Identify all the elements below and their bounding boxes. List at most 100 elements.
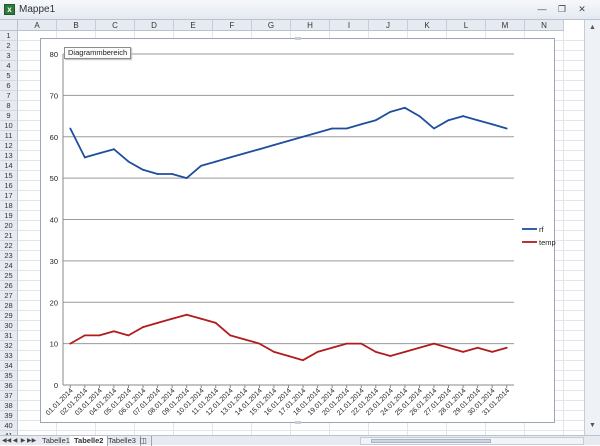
- row-header-28[interactable]: 28: [0, 301, 18, 311]
- data-point-rf: [127, 160, 130, 163]
- row-header-23[interactable]: 23: [0, 251, 18, 261]
- row-header-29[interactable]: 29: [0, 311, 18, 321]
- row-header-31[interactable]: 31: [0, 331, 18, 341]
- row-header-30[interactable]: 30: [0, 321, 18, 331]
- row-header-18[interactable]: 18: [0, 201, 18, 211]
- row-header-39[interactable]: 39: [0, 411, 18, 421]
- scroll-up-icon[interactable]: ▲: [589, 24, 596, 31]
- data-point-rf: [447, 119, 450, 122]
- data-point-rf: [156, 173, 159, 175]
- data-point-temp: [331, 346, 334, 349]
- column-header-c[interactable]: C: [96, 20, 135, 31]
- restore-icon[interactable]: ❐: [557, 4, 567, 14]
- row-header-20[interactable]: 20: [0, 221, 18, 231]
- column-header-a[interactable]: A: [18, 20, 57, 31]
- column-header-m[interactable]: M: [486, 20, 525, 31]
- first-sheet-icon[interactable]: ◀◀: [2, 438, 12, 444]
- vertical-scrollbar[interactable]: ▲ ▼: [584, 20, 600, 435]
- row-header-22[interactable]: 22: [0, 241, 18, 251]
- row-header-17[interactable]: 17: [0, 191, 18, 201]
- select-all-corner[interactable]: [0, 20, 18, 31]
- row-header-3[interactable]: 3: [0, 51, 18, 61]
- column-header-d[interactable]: D: [135, 20, 174, 31]
- minimize-icon[interactable]: —: [537, 4, 547, 14]
- data-point-rf: [171, 173, 174, 175]
- data-point-rf: [69, 127, 72, 130]
- row-header-15[interactable]: 15: [0, 171, 18, 181]
- column-header-f[interactable]: F: [213, 20, 252, 31]
- resize-handle-bottom[interactable]: [295, 421, 301, 424]
- row-header-36[interactable]: 36: [0, 381, 18, 391]
- data-point-temp: [287, 355, 290, 357]
- column-header-l[interactable]: L: [447, 20, 486, 31]
- row-header-10[interactable]: 10: [0, 121, 18, 131]
- data-point-rf: [418, 115, 421, 117]
- last-sheet-icon[interactable]: ▶▶: [27, 438, 37, 444]
- column-header-h[interactable]: H: [291, 20, 330, 31]
- row-header-11[interactable]: 11: [0, 131, 18, 141]
- row-header-35[interactable]: 35: [0, 371, 18, 381]
- sheet-tab-3[interactable]: Tabelle3: [104, 436, 141, 446]
- row-header-24[interactable]: 24: [0, 261, 18, 271]
- row-header-25[interactable]: 25: [0, 271, 18, 281]
- data-point-rf: [243, 152, 246, 155]
- data-point-temp: [258, 342, 261, 345]
- row-header-33[interactable]: 33: [0, 351, 18, 361]
- row-header-7[interactable]: 7: [0, 91, 18, 101]
- row-header-34[interactable]: 34: [0, 361, 18, 371]
- resize-handle-top[interactable]: [295, 37, 301, 40]
- column-gridline: [563, 31, 564, 435]
- row-header-19[interactable]: 19: [0, 211, 18, 221]
- row-header-21[interactable]: 21: [0, 231, 18, 241]
- y-tick-label: 0: [54, 381, 58, 390]
- data-point-temp: [200, 317, 203, 320]
- scroll-down-icon[interactable]: ▼: [589, 422, 596, 429]
- data-point-temp: [462, 351, 464, 353]
- row-header-40[interactable]: 40: [0, 421, 18, 431]
- row-header-37[interactable]: 37: [0, 391, 18, 401]
- row-header-13[interactable]: 13: [0, 151, 18, 161]
- data-point-temp: [98, 334, 101, 337]
- data-point-temp: [127, 334, 130, 337]
- data-point-rf: [505, 127, 508, 130]
- data-point-rf: [462, 115, 464, 117]
- row-header-2[interactable]: 2: [0, 41, 18, 51]
- row-header-32[interactable]: 32: [0, 341, 18, 351]
- column-header-b[interactable]: B: [57, 20, 96, 31]
- insert-sheet-icon[interactable]: ◫: [136, 436, 153, 446]
- row-header-9[interactable]: 9: [0, 111, 18, 121]
- column-header-i[interactable]: I: [330, 20, 369, 31]
- row-header-6[interactable]: 6: [0, 81, 18, 91]
- sheet-tab-2[interactable]: Tabelle2: [70, 436, 109, 446]
- horizontal-scrollbar[interactable]: [360, 437, 584, 445]
- column-header-k[interactable]: K: [408, 20, 447, 31]
- data-point-rf: [214, 160, 217, 163]
- data-point-temp: [447, 346, 450, 349]
- data-point-temp: [476, 346, 479, 349]
- series-line-temp: [69, 313, 507, 362]
- column-header-n[interactable]: N: [525, 20, 564, 31]
- next-sheet-icon[interactable]: ▶: [20, 438, 26, 444]
- row-header-5[interactable]: 5: [0, 71, 18, 81]
- column-header-e[interactable]: E: [174, 20, 213, 31]
- row-header-27[interactable]: 27: [0, 291, 18, 301]
- row-header-38[interactable]: 38: [0, 401, 18, 411]
- row-header-26[interactable]: 26: [0, 281, 18, 291]
- row-header-14[interactable]: 14: [0, 161, 18, 171]
- data-point-rf: [403, 106, 406, 109]
- row-header-8[interactable]: 8: [0, 101, 18, 111]
- row-header-16[interactable]: 16: [0, 181, 18, 191]
- chart-area[interactable]: 0 10 20 30 40 50 60 70 80 01.01.2014 02.01.2014 03.…: [40, 37, 556, 424]
- y-tick-label: 40: [50, 216, 58, 225]
- data-point-temp: [345, 342, 348, 345]
- column-header-g[interactable]: G: [252, 20, 291, 31]
- row-header-41[interactable]: 41: [0, 431, 18, 435]
- column-header-j[interactable]: J: [369, 20, 408, 31]
- row-header-12[interactable]: 12: [0, 141, 18, 151]
- row-header-1[interactable]: 1: [0, 31, 18, 41]
- row-header-4[interactable]: 4: [0, 61, 18, 71]
- close-icon[interactable]: ✕: [578, 4, 586, 14]
- prev-sheet-icon[interactable]: ◀: [12, 438, 18, 444]
- horizontal-scroll-thumb[interactable]: [371, 439, 491, 443]
